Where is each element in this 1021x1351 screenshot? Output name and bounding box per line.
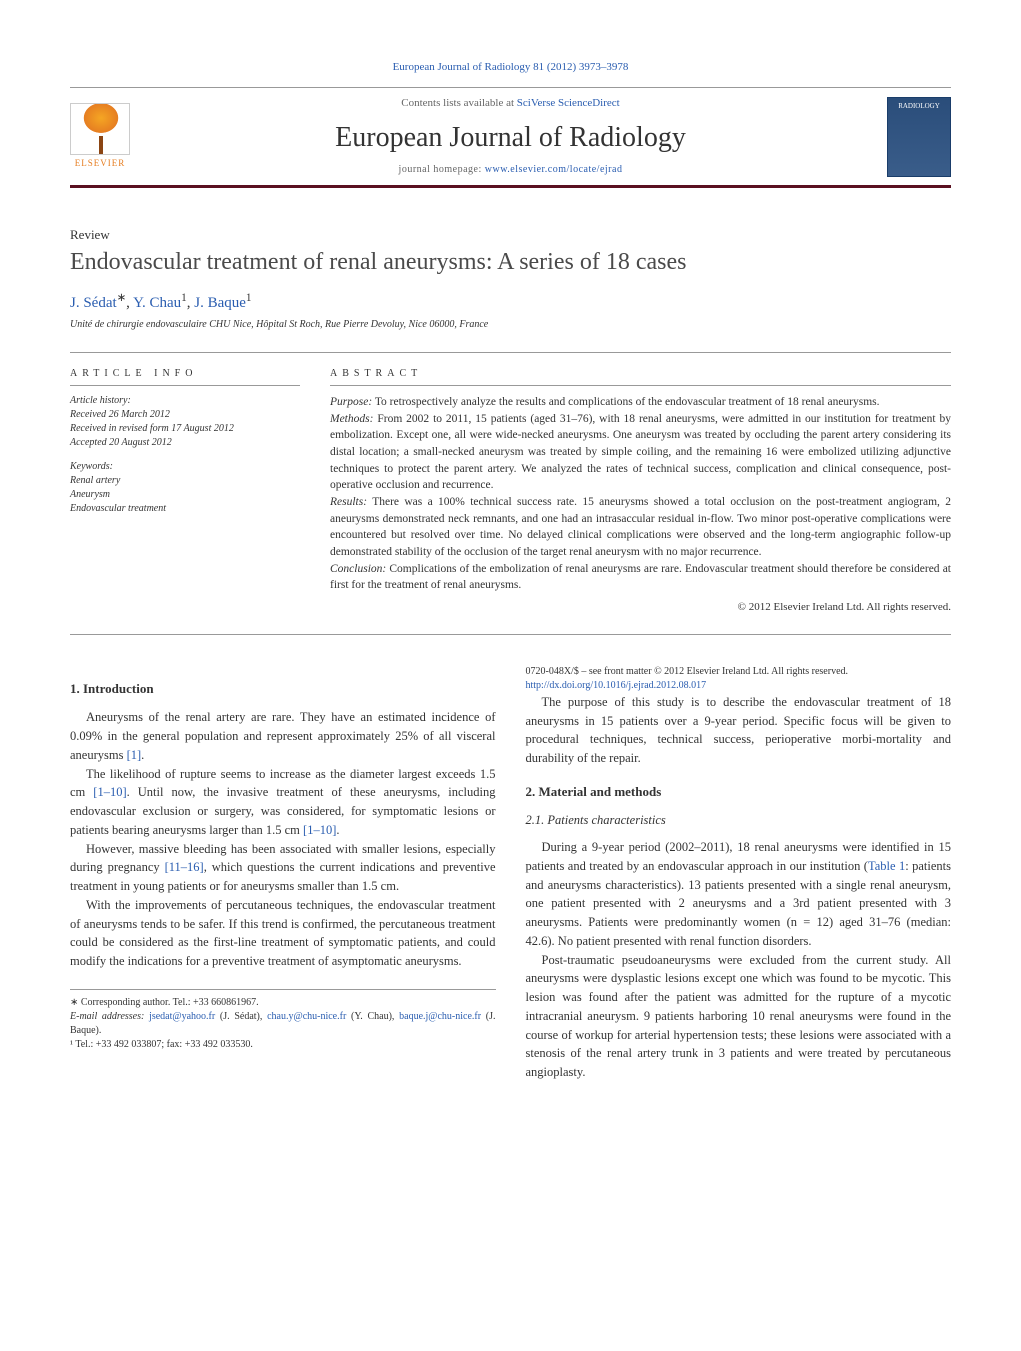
history-label: Article history: xyxy=(70,394,300,408)
methods-heading: 2. Material and methods xyxy=(526,782,952,802)
homepage-line: journal homepage: www.elsevier.com/locat… xyxy=(162,163,859,177)
author-3-sup: 1 xyxy=(246,292,252,304)
author-3[interactable]: J. Baque xyxy=(194,295,246,311)
cover-text: RADIOLOGY xyxy=(898,102,940,112)
email-1[interactable]: jsedat@yahoo.fr xyxy=(149,1011,215,1022)
revised-date: Received in revised form 17 August 2012 xyxy=(70,422,300,436)
email-3[interactable]: baque.j@chu-nice.fr xyxy=(399,1011,481,1022)
affiliation: Unité de chirurgie endovasculaire CHU Ni… xyxy=(70,318,951,332)
contents-line: Contents lists available at SciVerse Sci… xyxy=(162,96,859,111)
accepted-date: Accepted 20 August 2012 xyxy=(70,436,300,450)
article-body: 1. Introduction Aneurysms of the renal a… xyxy=(70,665,951,1082)
masthead: ELSEVIER Contents lists available at Sci… xyxy=(70,87,951,188)
author-2-sup: 1 xyxy=(181,292,187,304)
article-info-column: article info Article history: Received 2… xyxy=(70,367,300,616)
email-2[interactable]: chau.y@chu-nice.fr xyxy=(267,1011,346,1022)
email-1-who: (J. Sédat), xyxy=(215,1011,267,1022)
intro-p2c: . xyxy=(336,823,339,837)
patients-heading: 2.1. Patients characteristics xyxy=(526,811,952,830)
author-2[interactable]: Y. Chau xyxy=(133,295,181,311)
article-title: Endovascular treatment of renal aneurysm… xyxy=(70,248,951,277)
author-1[interactable]: J. Sédat xyxy=(70,295,117,311)
intro-p2b: . Until now, the invasive treatment of t… xyxy=(70,785,496,837)
authors-line: J. Sédat∗, Y. Chau1, J. Baque1 xyxy=(70,291,951,314)
publisher-logo-block: ELSEVIER xyxy=(70,103,150,171)
ref-1-10a[interactable]: [1–10] xyxy=(93,785,126,799)
footnotes-block: ∗ Corresponding author. Tel.: +33 660861… xyxy=(70,989,496,1052)
corresponding-author: ∗ Corresponding author. Tel.: +33 660861… xyxy=(70,996,496,1010)
intro-p1b: . xyxy=(141,748,144,762)
ref-1[interactable]: [1] xyxy=(127,748,142,762)
doi-link[interactable]: http://dx.doi.org/10.1016/j.ejrad.2012.0… xyxy=(526,680,707,691)
elsevier-tree-icon xyxy=(70,103,130,155)
journal-cover-thumbnail[interactable]: RADIOLOGY xyxy=(887,97,951,177)
table-1-ref[interactable]: Table 1 xyxy=(868,859,905,873)
purpose-label: Purpose: xyxy=(330,396,372,408)
keyword-2: Aneurysm xyxy=(70,488,300,502)
results-text: There was a 100% technical success rate.… xyxy=(330,496,951,558)
article-info-label: article info xyxy=(70,367,300,386)
methods-p2: Post-traumatic pseudoaneurysms were excl… xyxy=(526,951,952,1082)
ref-11-16[interactable]: [11–16] xyxy=(165,860,204,874)
results-label: Results: xyxy=(330,496,367,508)
abstract-column: abstract Purpose: To retrospectively ana… xyxy=(330,367,951,616)
methods-label: Methods: xyxy=(330,413,373,425)
conclusion-label: Conclusion: xyxy=(330,563,386,575)
author-1-sup: ∗ xyxy=(117,292,126,304)
contents-prefix: Contents lists available at xyxy=(401,97,516,109)
keyword-1: Renal artery xyxy=(70,474,300,488)
article-type: Review xyxy=(70,226,951,244)
elsevier-logo[interactable]: ELSEVIER xyxy=(70,103,130,170)
purpose-text: To retrospectively analyze the results a… xyxy=(372,396,879,408)
homepage-prefix: journal homepage: xyxy=(399,164,485,175)
homepage-link[interactable]: www.elsevier.com/locate/ejrad xyxy=(485,164,623,175)
footer-meta: 0720-048X/$ – see front matter © 2012 El… xyxy=(526,665,952,693)
email-label: E-mail addresses: xyxy=(70,1011,144,1022)
issn-line: 0720-048X/$ – see front matter © 2012 El… xyxy=(526,665,952,679)
methods-text: From 2002 to 2011, 15 patients (aged 31–… xyxy=(330,413,951,492)
conclusion-text: Complications of the embolization of ren… xyxy=(330,563,951,592)
abstract-label: abstract xyxy=(330,367,951,386)
intro-p4: With the improvements of percutaneous te… xyxy=(70,896,496,971)
publisher-name: ELSEVIER xyxy=(70,157,130,170)
citation-link[interactable]: European Journal of Radiology 81 (2012) … xyxy=(393,61,629,73)
keyword-3: Endovascular treatment xyxy=(70,502,300,516)
received-date: Received 26 March 2012 xyxy=(70,408,300,422)
email-2-who: (Y. Chau), xyxy=(346,1011,399,1022)
sciencedirect-link[interactable]: SciVerse ScienceDirect xyxy=(517,97,620,109)
tel-footnote: ¹ Tel.: +33 492 033807; fax: +33 492 033… xyxy=(70,1038,496,1052)
keywords-label: Keywords: xyxy=(70,460,300,474)
running-head: European Journal of Radiology 81 (2012) … xyxy=(70,60,951,75)
intro-heading: 1. Introduction xyxy=(70,679,496,699)
journal-title: European Journal of Radiology xyxy=(162,118,859,157)
ref-1-10b[interactable]: [1–10] xyxy=(303,823,336,837)
abstract-copyright: © 2012 Elsevier Ireland Ltd. All rights … xyxy=(330,600,951,616)
intro-p5: The purpose of this study is to describe… xyxy=(526,693,952,768)
